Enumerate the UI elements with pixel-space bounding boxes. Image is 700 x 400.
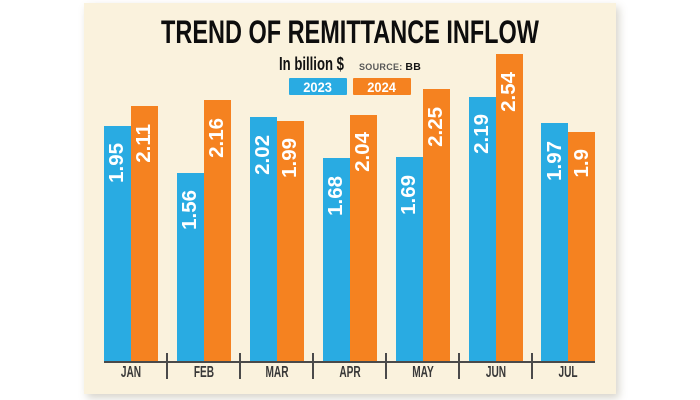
- month-label-mar: MAR: [265, 363, 289, 381]
- bar-value-label: 1.69: [396, 174, 420, 215]
- bar-value-label: 2.16: [205, 117, 229, 158]
- bar-2023-jul: 1.97: [541, 123, 569, 361]
- legend-key-2023-label: 2023: [303, 78, 333, 95]
- bar-2024-jul: 1.9: [568, 131, 596, 361]
- bar-2023-jan: 1.95: [104, 125, 131, 361]
- bar-2024-apr: 2.04: [349, 114, 377, 361]
- bar-2023-may: 1.69: [395, 157, 423, 361]
- bar-value-label: 1.95: [105, 143, 129, 184]
- axis-tick: [385, 352, 388, 379]
- chart-subtitle: In billion $: [279, 53, 344, 74]
- month-label-feb: FEB: [193, 363, 215, 381]
- bar-value-label: 1.99: [278, 138, 302, 179]
- axis-tick: [530, 352, 533, 379]
- axis-tick: [458, 352, 461, 379]
- bar-value-label: 1.68: [323, 175, 347, 216]
- source-label: SOURCE:: [359, 62, 403, 73]
- bar-2024-jun: 2.54: [495, 54, 523, 361]
- bar-value-label: 2.02: [251, 134, 275, 175]
- axis-tick: [239, 352, 242, 379]
- axis-tick: [166, 352, 169, 379]
- month-label-may: MAY: [411, 363, 434, 381]
- legend-key-2024-label: 2024: [367, 78, 397, 95]
- bar-value-label: 2.19: [469, 114, 493, 155]
- bar-value-label: 2.11: [132, 123, 156, 163]
- month-label-jun: JUN: [485, 363, 506, 381]
- x-axis-line: [103, 360, 596, 363]
- month-label-jan: JAN: [120, 363, 142, 381]
- bar-2024-jan: 2.11: [131, 106, 158, 361]
- bar-value-label: 2.04: [350, 132, 374, 173]
- bar-2023-apr: 1.68: [322, 158, 350, 361]
- legend-key-2024: 2024: [353, 78, 411, 95]
- bar-value-label: 1.56: [178, 190, 202, 231]
- bar-2024-may: 2.25: [422, 89, 450, 361]
- bar-value-label: 1.97: [542, 140, 566, 181]
- bar-2024-mar: 1.99: [276, 120, 304, 361]
- bar-2024-feb: 2.16: [203, 100, 231, 361]
- bar-value-label: 2.25: [423, 106, 447, 147]
- bar-2023-jun: 2.19: [468, 96, 496, 361]
- bar-value-label: 2.54: [496, 71, 520, 112]
- chart-title: TREND OF REMITTANCE INFLOW: [161, 14, 539, 50]
- month-label-apr: APR: [339, 363, 361, 381]
- month-label-jul: JUL: [558, 363, 578, 381]
- source-note: SOURCE: BB: [359, 62, 421, 73]
- bar-value-label: 1.9: [569, 149, 593, 178]
- axis-tick: [312, 352, 315, 379]
- bar-2023-feb: 1.56: [176, 172, 204, 361]
- source-value: BB: [405, 61, 421, 74]
- bar-2023-mar: 2.02: [249, 117, 277, 361]
- legend: 2023 2024: [84, 78, 616, 95]
- legend-key-2023: 2023: [289, 78, 347, 95]
